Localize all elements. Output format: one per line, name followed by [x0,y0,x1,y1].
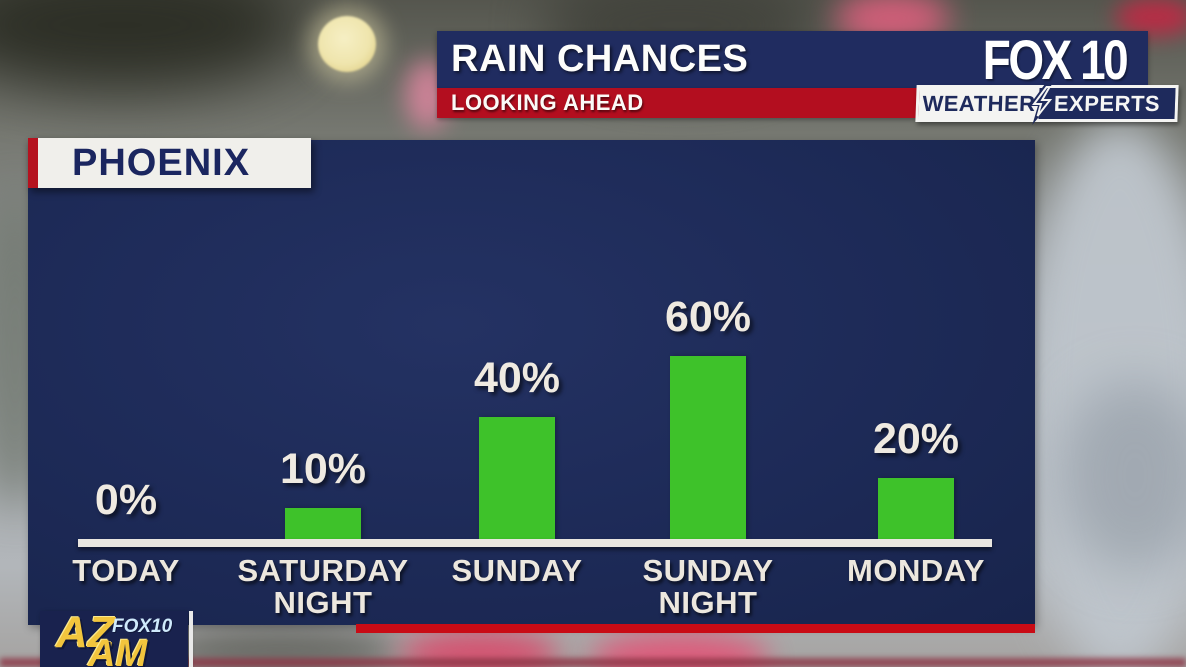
category-label-sunday-night: SUNDAY NIGHT [642,553,774,620]
bar-saturday-night [285,508,361,539]
azam-logo-az: AZ [56,608,115,657]
chart-panel: PHOENIX 0% 10% 40% 60% 20% [28,138,1035,625]
category-label-monday: MONDAY [847,553,985,588]
bg-red-light [1115,0,1186,36]
chart-baseline [78,539,992,547]
chart-column-monday: 20% [821,140,1011,539]
category-label-sunday: SUNDAY [451,553,583,588]
chart-column-sunday-night: 60% [613,140,803,539]
moon-light [318,16,376,72]
page-subtitle: LOOKING AHEAD [451,90,644,115]
chart-column-sunday: 40% [422,140,612,539]
bar-sunday [479,417,555,539]
chart-column-saturday-night: 10% [228,140,418,539]
bar-monday [878,478,954,539]
category-label-today: TODAY [72,553,180,588]
azam-logo: AZ FOX10 AM [40,608,193,667]
value-label: 40% [473,354,561,402]
category-label-saturday-night: SATURDAY NIGHT [237,553,409,620]
panel-accent-strip [356,624,1035,633]
chart-column-today: 0% [31,140,221,539]
azam-logo-divider [189,611,193,667]
bar-sunday-night [670,356,746,539]
fox10-logo: FOX 10 [982,28,1129,91]
bg-red-reflection [0,658,1186,667]
lightning-bolt-icon [1028,83,1056,125]
weather-experts-badge: WEATHER EXPERTS [915,83,1179,125]
value-label: 10% [279,445,367,493]
azam-logo-fox10: FOX10 [112,616,173,637]
bg-water-shadow [1060,380,1186,570]
value-label: 20% [872,415,960,463]
bar-chart: 0% 10% 40% 60% 20% TODAY SATURDAY NIGHT [28,140,1035,625]
value-label: 0% [94,476,158,524]
title-banner: RAIN CHANCES [437,31,1148,88]
location-tag: PHOENIX [28,138,311,188]
bg-dark-blob [0,0,300,90]
page-title: RAIN CHANCES [451,38,749,80]
weather-label: WEATHER [918,88,1040,119]
location-label: PHOENIX [72,142,251,184]
value-label: 60% [664,293,752,341]
azam-logo-am: AM [88,633,148,667]
